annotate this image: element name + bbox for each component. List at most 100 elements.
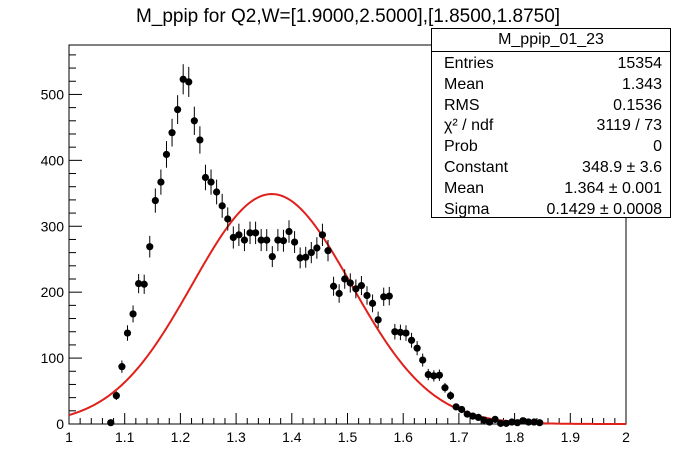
data-point — [151, 188, 159, 213]
marker — [324, 247, 332, 255]
x-tick-label: 1.9 — [561, 429, 581, 445]
stats-box: M_ppip_01_23 Entries 15354 Mean 1.343 RMS 0.1… — [431, 28, 671, 218]
data-point — [363, 286, 371, 305]
marker — [118, 363, 126, 371]
data-points — [107, 64, 544, 427]
marker — [307, 249, 315, 257]
stats-row: Mean 1.364 ± 0.001 — [432, 179, 670, 200]
y-tick-label: 100 — [41, 350, 65, 366]
stats-value: 3119 / 73 — [596, 117, 662, 135]
stats-row: Prob 0 — [432, 137, 670, 158]
data-point — [296, 247, 304, 269]
marker — [441, 384, 449, 392]
marker — [469, 412, 477, 420]
marker — [335, 289, 343, 298]
marker — [419, 356, 427, 364]
data-point — [168, 118, 176, 147]
marker — [536, 419, 544, 427]
marker — [251, 229, 260, 237]
data-point — [185, 66, 193, 97]
marker — [157, 178, 165, 186]
marker — [246, 229, 254, 237]
chart-title: M_ppip for Q2,W=[1.9000,2.5000],[1.8500,… — [135, 6, 561, 27]
data-point — [374, 311, 382, 329]
y-tick-label: 400 — [41, 152, 65, 168]
marker — [435, 371, 444, 379]
marker — [368, 299, 377, 307]
marker — [224, 215, 232, 223]
data-point — [463, 410, 471, 418]
data-point — [140, 274, 148, 294]
x-tick-label: 1.1 — [115, 429, 135, 445]
stats-box-title: M_ppip_01_23 — [432, 29, 670, 52]
marker — [151, 196, 159, 205]
data-point — [396, 324, 405, 341]
marker — [196, 136, 204, 144]
data-point — [413, 341, 421, 356]
stats-row: Sigma 0.1429 ± 0.0008 — [432, 200, 670, 221]
y-tick-label: 500 — [41, 86, 65, 102]
data-point — [491, 415, 499, 423]
axis-ticks: 1 1.1 1.2 1.3 1.4 1.5 1.6 1.7 1.8 1.9 2 0 100 200 300 4… — [41, 54, 630, 445]
stats-row: Mean 1.343 — [432, 75, 670, 96]
data-point — [508, 418, 516, 426]
data-point — [424, 368, 432, 381]
marker — [402, 329, 410, 337]
marker — [123, 329, 132, 337]
marker — [174, 105, 182, 114]
data-point — [452, 403, 460, 411]
data-point — [474, 413, 482, 422]
data-point — [157, 169, 165, 195]
data-point — [129, 305, 137, 323]
data-point — [146, 235, 154, 258]
marker — [207, 178, 215, 186]
data-point — [469, 412, 477, 420]
data-point — [391, 323, 399, 340]
marker — [363, 291, 371, 300]
data-point — [446, 391, 455, 400]
stats-rows: Entries 15354 Mean 1.343 RMS 0.1536 χ² / ndf 31… — [432, 52, 670, 220]
marker — [168, 129, 176, 137]
marker — [396, 328, 405, 336]
gaussian-fit-line — [68, 193, 626, 425]
marker — [524, 418, 533, 426]
marker — [257, 236, 265, 244]
marker — [129, 310, 137, 318]
data-point — [307, 241, 315, 264]
data-point — [201, 164, 210, 191]
data-point — [346, 273, 354, 293]
data-point — [480, 416, 488, 424]
data-point — [335, 284, 343, 303]
marker — [508, 418, 516, 426]
data-point — [458, 405, 466, 414]
marker — [352, 285, 360, 293]
data-point — [318, 223, 327, 246]
x-tick-label: 1.2 — [171, 429, 191, 445]
marker — [519, 417, 527, 425]
data-point — [430, 370, 438, 382]
data-point — [229, 226, 237, 249]
marker — [485, 418, 494, 426]
data-point — [224, 207, 232, 231]
marker — [318, 231, 327, 239]
data-point — [190, 106, 198, 135]
stats-row: χ² / ndf 3119 / 73 — [432, 116, 670, 137]
marker — [313, 244, 321, 252]
marker — [229, 233, 237, 242]
data-point — [536, 419, 544, 427]
data-point — [385, 286, 393, 306]
marker — [218, 202, 226, 210]
data-point — [174, 95, 182, 124]
stats-label: Entries — [444, 55, 494, 72]
data-point — [240, 229, 249, 252]
marker — [530, 418, 538, 426]
marker — [268, 252, 276, 261]
marker — [190, 117, 198, 125]
stats-label: Prob — [444, 138, 478, 156]
stats-row: RMS 0.1536 — [432, 96, 670, 117]
stats-label: Sigma — [444, 200, 490, 218]
x-tick-label: 1.7 — [449, 429, 469, 445]
marker — [452, 403, 460, 411]
stats-value: 0.1429 ± 0.0008 — [546, 200, 662, 218]
data-point — [513, 419, 521, 427]
